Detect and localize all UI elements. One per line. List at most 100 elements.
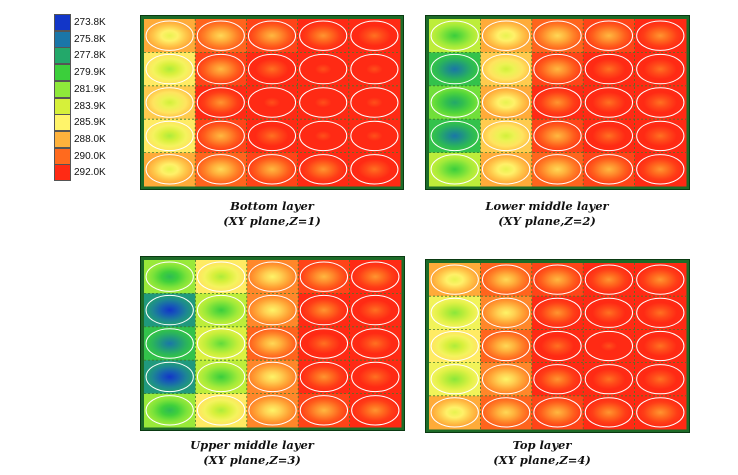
heatmap-spot: [145, 120, 194, 152]
heatmap-spot: [636, 264, 685, 295]
legend-tick-label: 288.0K: [74, 133, 106, 145]
heatmap-spot: [636, 154, 685, 185]
legend-swatch: [54, 80, 71, 98]
heatmap-spot: [481, 87, 531, 118]
legend-tick-label: 277.8K: [74, 50, 106, 62]
heatmap-spot: [636, 364, 685, 395]
heatmap-spot: [299, 361, 349, 393]
heatmap-spot: [351, 294, 400, 326]
heatmap-spot: [145, 87, 194, 118]
heatmap-spot: [299, 261, 349, 292]
caption-subtitle: (XY plane,Z=3): [203, 453, 301, 467]
heatmap-spot: [430, 264, 479, 295]
heatmap-spot: [350, 120, 399, 152]
heatmap-spot: [430, 397, 479, 428]
legend-swatch: [54, 14, 71, 31]
heatmap-spot: [247, 87, 297, 118]
heatmap-spot: [430, 330, 479, 362]
legend-swatch: [54, 164, 71, 182]
heatmap-spot: [584, 20, 634, 51]
heatmap-spot: [430, 364, 479, 395]
heatmap-spot: [636, 397, 685, 428]
heatmap-spot: [636, 20, 685, 51]
heatmap-spot: [636, 53, 685, 85]
heatmap-panel-top-layer: [425, 259, 690, 433]
heatmap-spot: [145, 154, 194, 185]
heatmap-spot: [481, 264, 531, 295]
heatmap-spot: [196, 120, 245, 152]
colorbar-legend: 273.8K 275.8K 277.8K 279.9K 281.9K 283.9K 285.…: [54, 14, 144, 186]
heatmap-spot: [145, 361, 194, 393]
heatmap-spot: [247, 53, 297, 85]
heatmap-spot: [430, 154, 479, 185]
legend-swatch: [54, 97, 71, 115]
heatmap-spot: [481, 120, 531, 152]
legend-tick-label: 285.9K: [74, 117, 106, 129]
heatmap-spot: [196, 20, 245, 51]
caption-subtitle: (XY plane,Z=1): [223, 214, 321, 228]
heatmap-spot: [145, 261, 194, 292]
heatmap-spot: [196, 261, 246, 292]
heatmap-spot: [584, 87, 634, 118]
heatmap-spot: [584, 364, 634, 395]
heatmap-spot: [533, 397, 582, 428]
caption-title: Upper middle layer: [190, 438, 314, 452]
heatmap-panel-lower-middle-layer: [425, 15, 690, 190]
heatmap-spot: [145, 294, 194, 326]
heatmap-spot: [248, 294, 297, 326]
heatmap-spot: [533, 53, 582, 85]
heatmap-spot: [481, 364, 531, 395]
heatmap-spot: [351, 395, 400, 426]
heatmap-spot: [196, 154, 245, 185]
heatmap-spot: [350, 154, 399, 185]
heatmap-spot: [247, 120, 297, 152]
caption-subtitle: (XY plane,Z=2): [498, 214, 596, 228]
legend-swatch: [54, 147, 71, 165]
heatmap-spot: [533, 154, 582, 185]
heatmap-spot: [533, 364, 582, 395]
legend-tick-label: 273.8K: [74, 17, 106, 28]
heatmap-spot: [351, 261, 400, 292]
heatmap-spot: [584, 53, 634, 85]
heatmap-spot: [533, 297, 582, 328]
heatmap-spot: [430, 297, 479, 328]
heatmap-spot: [430, 87, 479, 118]
heatmap-spot: [533, 264, 582, 295]
legend-swatch: [54, 64, 71, 82]
caption-lower-middle-layer: Lower middle layer (XY plane,Z=2): [452, 199, 642, 229]
heatmap-spot: [533, 87, 582, 118]
heatmap-panel-bottom-layer: [140, 15, 404, 190]
heatmap-spot: [533, 120, 582, 152]
heatmap-spot: [350, 53, 399, 85]
caption-top-layer: Top layer (XY plane,Z=4): [462, 438, 622, 468]
heatmap-spot: [636, 330, 685, 362]
legend-swatch: [54, 114, 71, 132]
heatmap-spot: [248, 261, 297, 292]
heatmap-spot: [351, 361, 400, 393]
heatmap-spot: [481, 53, 531, 85]
heatmap-spot: [299, 294, 349, 326]
heatmap-spot: [636, 87, 685, 118]
heatmap-spot: [350, 20, 399, 51]
legend-swatch: [54, 47, 71, 65]
heatmap-spot: [299, 395, 349, 426]
heatmap-spot: [430, 20, 479, 51]
heatmap-spot: [584, 330, 634, 362]
heatmap-spot: [299, 120, 348, 152]
caption-title: Bottom layer: [230, 199, 314, 213]
heatmap-spot: [145, 395, 194, 426]
heatmap-spot: [196, 395, 246, 426]
heatmap-spot: [584, 264, 634, 295]
caption-upper-middle-layer: Upper middle layer (XY plane,Z=3): [157, 438, 347, 468]
legend-tick-label: 290.0K: [74, 150, 106, 162]
heatmap-spot: [299, 53, 348, 85]
heatmap-spot: [299, 154, 348, 185]
heatmap-spot: [196, 328, 246, 359]
legend-swatch: [54, 130, 71, 148]
heatmap-spot: [248, 361, 297, 393]
caption-title: Lower middle layer: [485, 199, 609, 213]
legend-tick-label: 283.9K: [74, 100, 106, 112]
heatmap-spot: [481, 330, 531, 362]
legend-tick-label: 279.9K: [74, 67, 106, 79]
heatmap-spot: [584, 120, 634, 152]
